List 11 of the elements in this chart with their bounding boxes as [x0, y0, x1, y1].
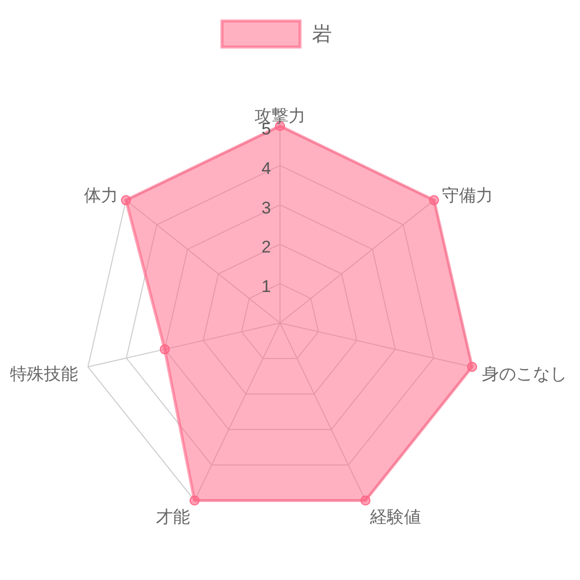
spoke-label: 身のこなし — [482, 364, 567, 384]
legend-label: 岩 — [312, 23, 332, 46]
spoke-label: 守備力 — [442, 186, 493, 205]
y-tick-label: 4 — [262, 158, 271, 178]
spoke-label: 才能 — [156, 508, 190, 527]
spoke-label: 経験値 — [368, 508, 421, 527]
y-tick-label: 1 — [262, 277, 271, 296]
y-tick-label: 3 — [262, 198, 271, 218]
spoke-label: 特殊技能 — [10, 364, 78, 384]
spoke-label: 体力 — [84, 186, 118, 205]
y-tick-label: 2 — [262, 238, 271, 257]
